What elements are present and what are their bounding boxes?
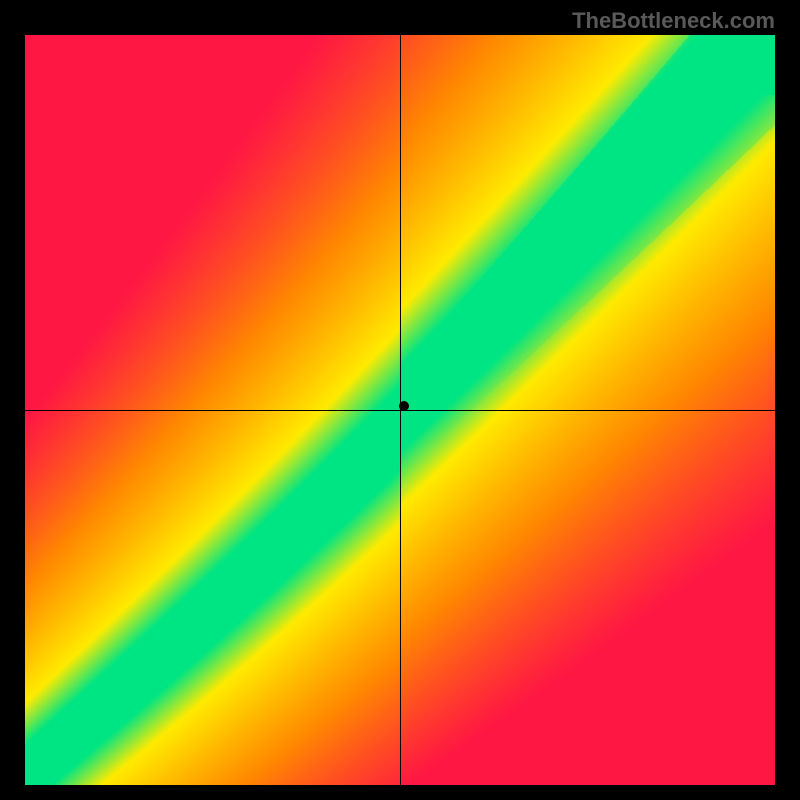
center-marker: [399, 401, 409, 411]
heatmap-plot: [25, 35, 775, 785]
watermark-text: TheBottleneck.com: [572, 8, 775, 34]
